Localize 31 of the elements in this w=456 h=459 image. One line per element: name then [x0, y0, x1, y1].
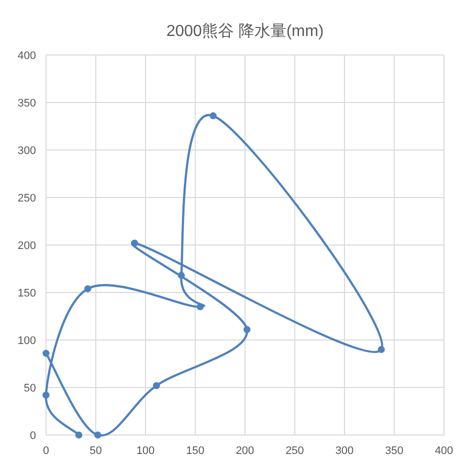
point [378, 346, 385, 353]
x-tick-label: 0 [42, 445, 50, 457]
point [94, 432, 102, 438]
x-tick-label: 200 [236, 445, 254, 457]
y-tick-label: 300 [18, 145, 36, 157]
point [42, 350, 50, 357]
x-tick-label: 150 [186, 445, 204, 457]
x-tick-label: 250 [286, 445, 304, 457]
y-tick-label: 200 [18, 240, 36, 252]
y-tick-label: 0 [30, 430, 36, 442]
point [42, 392, 50, 399]
y-tick-label: 50 [24, 382, 36, 394]
point [152, 382, 160, 390]
x-tick-label: 300 [335, 445, 354, 457]
x-tick-label: 400 [434, 445, 454, 457]
point [178, 272, 185, 279]
point [210, 112, 217, 120]
y-tick-label: 150 [18, 288, 36, 300]
x-tick-label: 100 [136, 445, 155, 457]
point [243, 326, 250, 334]
point [84, 285, 92, 292]
y-tick-label: 100 [18, 335, 36, 347]
y-tick-label: 350 [18, 98, 36, 110]
y-tick-label: 250 [18, 192, 36, 204]
x-tick-label: 350 [385, 445, 404, 457]
point [131, 240, 138, 247]
point [196, 303, 204, 310]
y-tick-label: 400 [18, 50, 36, 62]
x-tick-label: 50 [90, 445, 102, 457]
point [75, 432, 82, 438]
chart-title: 2000熊谷 降水量(mm) [166, 22, 324, 40]
